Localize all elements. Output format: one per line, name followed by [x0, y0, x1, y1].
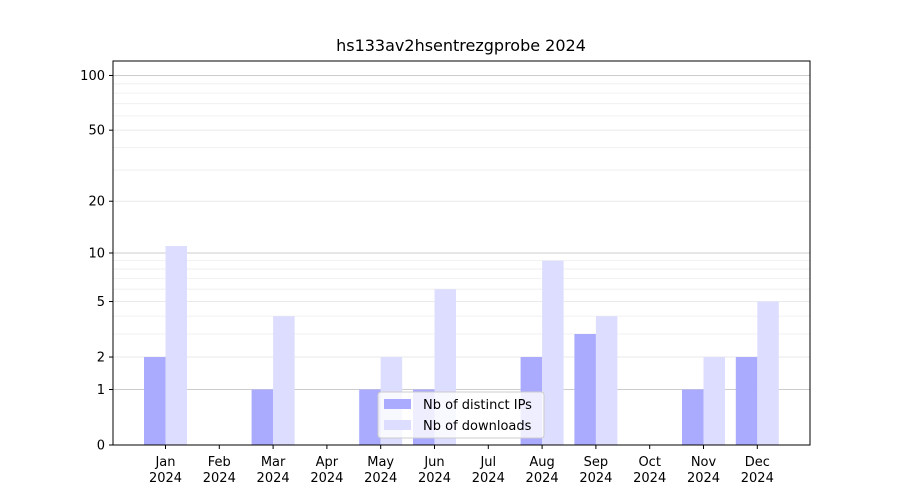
legend-swatch-ips: [384, 399, 411, 409]
x-tick-year-label: 2024: [687, 471, 720, 486]
x-tick-label: May: [367, 455, 394, 470]
x-tick-label: Jul: [479, 455, 496, 470]
legend-label-downloads: Nb of downloads: [423, 419, 532, 434]
x-tick-label: Feb: [208, 455, 231, 470]
x-tick-year-label: 2024: [257, 471, 290, 486]
x-tick-year-label: 2024: [203, 471, 236, 486]
y-tick-label: 2: [97, 351, 105, 366]
bar-downloads: [273, 316, 295, 445]
x-tick-year-label: 2024: [149, 471, 182, 486]
x-tick-year-label: 2024: [526, 471, 559, 486]
x-tick-year-label: 2024: [633, 471, 666, 486]
x-tick-label: Sep: [584, 455, 609, 470]
y-tick-label: 20: [88, 195, 105, 210]
y-tick-label: 100: [80, 69, 105, 84]
y-tick-label: 0: [97, 439, 105, 454]
x-tick-label: Apr: [316, 455, 339, 470]
axes: 0125102050100Jan2024Feb2024Mar2024Apr202…: [80, 69, 774, 486]
legend-box: [377, 391, 545, 439]
bar-distinct-ips: [359, 389, 381, 445]
chart-title: hs133av2hsentrezgprobe 2024: [336, 36, 586, 55]
bar-downloads: [165, 246, 187, 445]
x-tick-label: Nov: [691, 455, 717, 470]
x-tick-label: Oct: [638, 455, 660, 470]
bar-downloads: [595, 316, 618, 445]
bar-distinct-ips: [735, 357, 758, 445]
x-tick-year-label: 2024: [741, 471, 774, 486]
x-tick-label: Dec: [745, 455, 770, 470]
bar-distinct-ips: [574, 333, 596, 445]
x-tick-year-label: 2024: [364, 471, 397, 486]
x-tick-year-label: 2024: [310, 471, 343, 486]
bar-downloads: [757, 301, 779, 445]
x-tick-label: Mar: [261, 455, 286, 470]
legend-swatch-downloads: [384, 420, 411, 430]
y-tick-label: 5: [97, 295, 105, 310]
x-tick-year-label: 2024: [472, 471, 505, 486]
x-tick-year-label: 2024: [418, 471, 451, 486]
x-tick-label: Aug: [529, 455, 554, 470]
x-tick-label: Jan: [154, 455, 175, 470]
bar-downloads: [703, 357, 725, 445]
y-tick-label: 10: [88, 247, 105, 262]
legend-label-ips: Nb of distinct IPs: [423, 398, 532, 413]
x-tick-label: Jun: [423, 455, 444, 470]
x-tick-year-label: 2024: [579, 471, 612, 486]
grid-lines: [113, 74, 810, 446]
y-tick-label: 1: [97, 383, 105, 398]
y-tick-label: 50: [88, 124, 105, 139]
bar-downloads: [542, 260, 564, 445]
bar-distinct-ips: [251, 389, 274, 445]
bar-distinct-ips: [682, 389, 704, 445]
legend: Nb of distinct IPs Nb of downloads: [377, 391, 545, 439]
bar-distinct-ips: [144, 357, 166, 445]
